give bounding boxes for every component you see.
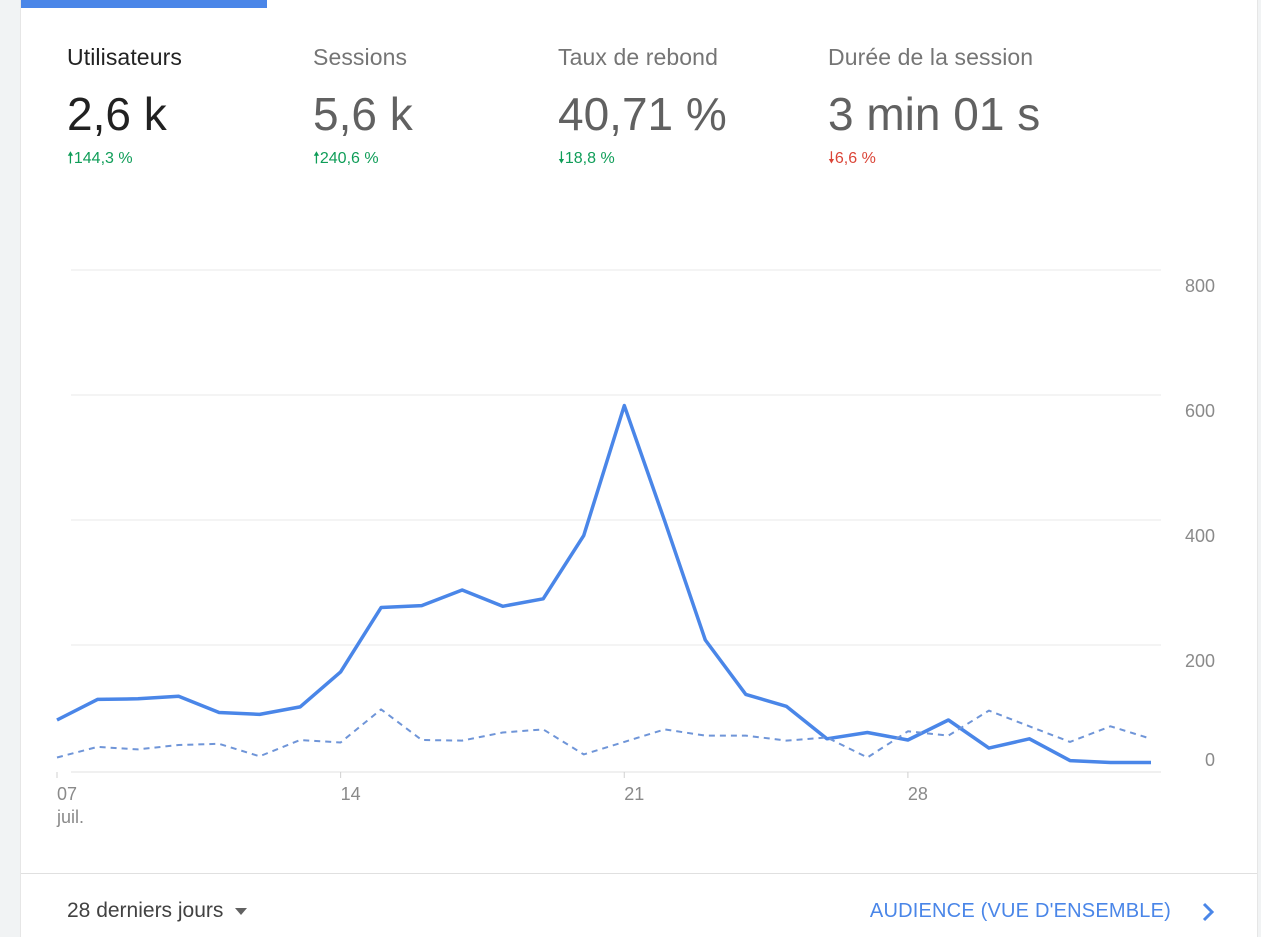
active-tab-indicator (21, 0, 267, 8)
y-tick-label: 600 (1185, 401, 1215, 421)
primary-series-line (56, 403, 1151, 765)
line-chart: 0 200 400 600 800 07 juil. 14 21 28 (56, 269, 1215, 827)
x-tick-label: 14 (341, 784, 361, 804)
metric-label: Durée de la session (828, 44, 1034, 70)
x-tick-label: 21 (624, 784, 644, 804)
metric-label: Utilisateurs (67, 44, 182, 70)
x-tick-label: 28 (908, 784, 928, 804)
metric-session-duration[interactable]: Durée de la session 3 min 01 s 🠗6,6 % (828, 44, 1040, 174)
metric-value: 40,71 % (558, 88, 727, 140)
metric-sessions[interactable]: Sessions 5,6 k 🠕240,6 % (313, 44, 413, 174)
chevron-right-icon[interactable] (1197, 901, 1219, 923)
metric-change: 🠕240,6 % (313, 150, 379, 167)
metric-users[interactable]: Utilisateurs 2,6 k 🠕144,3 % (67, 44, 182, 174)
audience-card: Utilisateurs 2,6 k 🠕144,3 % Sessions 5,6… (20, 0, 1258, 937)
divider (21, 873, 1257, 874)
y-tick-label: 200 (1185, 651, 1215, 671)
date-range-label: 28 derniers jours (67, 899, 224, 922)
arrow-up-icon: 🠕 (313, 150, 320, 167)
metric-label: Sessions (313, 44, 408, 70)
metric-change: 🠕144,3 % (67, 150, 133, 167)
metric-value: 2,6 k (67, 88, 167, 140)
arrow-down-icon: 🠗 (828, 150, 835, 167)
metric-value: 5,6 k (313, 88, 413, 140)
audience-report-link[interactable]: AUDIENCE (VUE D'ENSEMBLE) (869, 900, 1171, 922)
metric-change: 🠗6,6 % (828, 150, 876, 167)
comparison-series-line (56, 708, 1152, 759)
arrow-down-icon: 🠗 (558, 150, 565, 167)
metric-bounce-rate[interactable]: Taux de rebond 40,71 % 🠗18,8 % (558, 44, 727, 174)
arrow-up-icon: 🠕 (67, 150, 74, 167)
y-tick-label: 0 (1205, 750, 1215, 770)
metric-change: 🠗18,8 % (558, 150, 615, 167)
x-tick-label: 07 (57, 784, 77, 804)
x-tick-sublabel: juil. (56, 807, 84, 827)
caret-down-icon (235, 907, 248, 915)
y-tick-label: 400 (1185, 526, 1215, 546)
metric-value: 3 min 01 s (828, 88, 1041, 140)
y-tick-label: 800 (1185, 276, 1215, 296)
date-range-selector[interactable]: 28 derniers jours (67, 899, 248, 923)
metric-label: Taux de rebond (558, 44, 718, 70)
